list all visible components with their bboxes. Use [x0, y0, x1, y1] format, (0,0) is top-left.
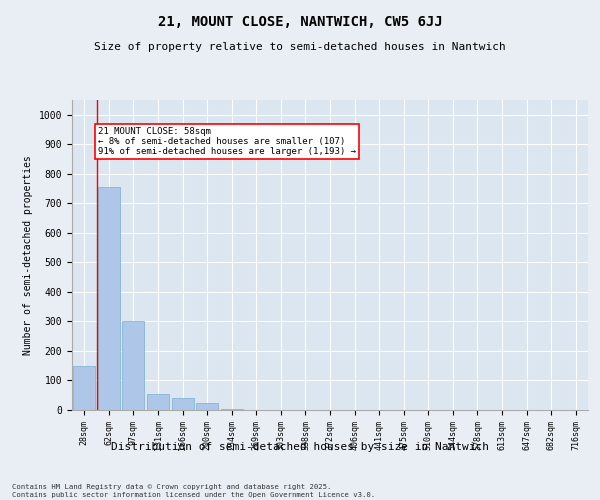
Text: Contains HM Land Registry data © Crown copyright and database right 2025.
Contai: Contains HM Land Registry data © Crown c…	[12, 484, 375, 498]
Bar	[221, 408, 243, 410]
Bar	[73, 366, 95, 410]
Bar	[122, 322, 145, 410]
Text: Size of property relative to semi-detached houses in Nantwich: Size of property relative to semi-detach…	[94, 42, 506, 52]
Y-axis label: Number of semi-detached properties: Number of semi-detached properties	[23, 155, 33, 355]
Text: 21, MOUNT CLOSE, NANTWICH, CW5 6JJ: 21, MOUNT CLOSE, NANTWICH, CW5 6JJ	[158, 15, 442, 29]
Bar	[147, 394, 169, 410]
Bar	[172, 398, 194, 410]
Text: Distribution of semi-detached houses by size in Nantwich: Distribution of semi-detached houses by …	[111, 442, 489, 452]
Bar	[98, 187, 120, 410]
Text: 21 MOUNT CLOSE: 58sqm
← 8% of semi-detached houses are smaller (107)
91% of semi: 21 MOUNT CLOSE: 58sqm ← 8% of semi-detac…	[98, 126, 356, 156]
Bar	[196, 402, 218, 410]
